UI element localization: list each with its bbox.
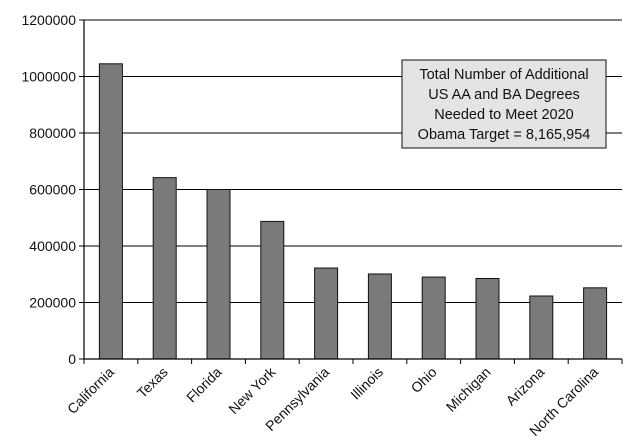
x-category-label: California — [64, 364, 117, 417]
y-tick-label: 200000 — [29, 295, 76, 311]
x-category-label: New York — [225, 363, 279, 417]
bar-michigan — [475, 277, 500, 360]
x-category-label: Arizona — [503, 364, 548, 409]
bar-arizona — [529, 295, 554, 360]
bar-illinois — [367, 273, 392, 360]
bar-texas — [152, 177, 177, 360]
bar-florida — [206, 189, 231, 360]
annotation-line-2: US AA and BA Degrees — [428, 87, 580, 103]
bar-new-york — [260, 220, 285, 360]
annotation-box: Total Number of Additional US AA and BA … — [401, 59, 607, 149]
bars — [98, 63, 608, 360]
y-tick-label: 0 — [68, 351, 76, 367]
y-tick-labels: 0 200000 400000 600000 800000 1000000 1200000 — [21, 12, 76, 367]
axes — [79, 19, 623, 364]
bar-north-carolina — [583, 287, 608, 360]
annotation-line-4: Obama Target = 8,165,954 — [418, 127, 591, 143]
x-category-label: Michigan — [443, 364, 494, 415]
y-tick-label: 600000 — [29, 182, 76, 198]
x-category-label: Florida — [183, 364, 225, 406]
bar-california — [98, 63, 123, 360]
x-category-label: Texas — [134, 364, 171, 401]
x-category-label: Ohio — [408, 364, 440, 396]
y-tick-label: 800000 — [29, 125, 76, 141]
bar-pennsylvania — [314, 267, 339, 360]
x-category-label: Illinois — [347, 364, 386, 403]
y-tick-label: 400000 — [29, 238, 76, 254]
x-category-labels: California Texas Florida New YorkPennsylvan… — [64, 363, 601, 439]
annotation-background — [401, 59, 607, 149]
y-tick-label: 1000000 — [21, 69, 76, 85]
annotation-line-1: Total Number of Additional — [419, 67, 588, 83]
annotation-line-3: Needed to Meet 2020 — [434, 107, 573, 123]
y-tick-label: 1200000 — [21, 12, 76, 28]
bar-ohio — [421, 276, 446, 360]
